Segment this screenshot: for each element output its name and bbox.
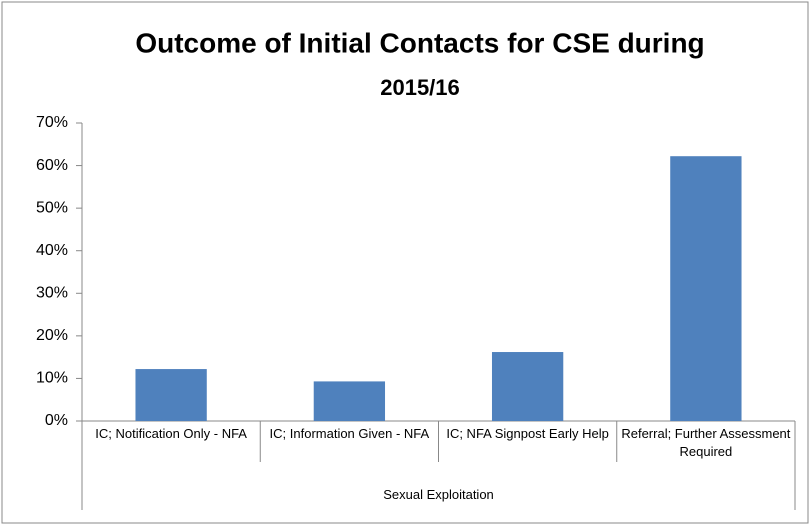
x-tick-label: IC; Information Given - NFA: [269, 426, 430, 441]
x-tick-label: Referral; Further Assessment Required: [621, 426, 791, 459]
y-tick-label: 20%: [36, 327, 68, 344]
chart-title: Outcome of Initial Contacts for CSE duri…: [135, 27, 704, 58]
y-tick-label: 30%: [36, 285, 68, 302]
x-tick-label: IC; NFA Signpost Early Help: [446, 426, 609, 441]
bar: [670, 156, 742, 421]
x-tick-label: IC; Notification Only - NFA: [95, 426, 247, 441]
y-tick-label: 60%: [36, 157, 68, 174]
chart-title: 2015/16: [380, 75, 460, 100]
y-tick-label: 0%: [45, 412, 68, 429]
bar: [313, 381, 386, 421]
y-tick-label: 40%: [36, 242, 68, 259]
y-tick-label: 70%: [36, 114, 68, 131]
bar: [135, 369, 207, 421]
y-tick-label: 50%: [36, 199, 68, 216]
group-label: Sexual Exploitation: [383, 487, 494, 502]
bar: [491, 352, 564, 421]
y-tick-label: 10%: [36, 370, 68, 387]
